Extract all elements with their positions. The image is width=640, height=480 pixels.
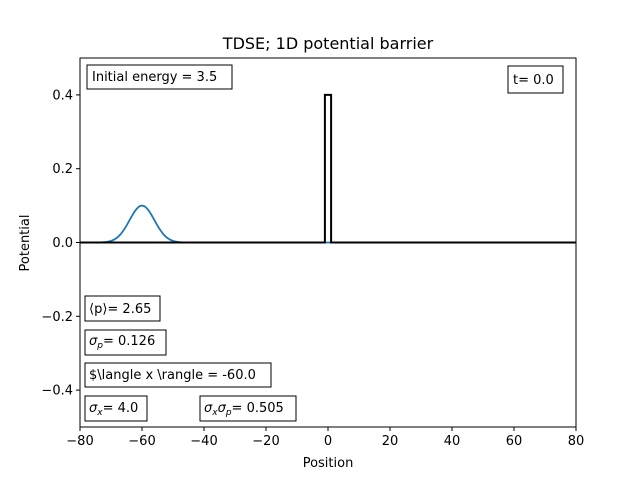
x-tick-label: −40 (190, 434, 217, 449)
sxsp-value: = 0.505 (232, 401, 284, 416)
p-mean-annotation: ⟨p⟩= 2.65 (84, 295, 161, 322)
sigma-x-sigma-p-annotation: σxσp= 0.505 (199, 395, 297, 422)
svg-text:σxσp= 0.505: σxσp= 0.505 (204, 401, 284, 418)
y-tick-label: 0.0 (52, 236, 73, 251)
x-tick-label: −80 (66, 434, 93, 449)
x-axis-label: Position (303, 456, 354, 471)
chart-title: TDSE; 1D potential barrier (222, 34, 434, 53)
x-axis: −80 −60 −40 −20 0 20 40 60 80 (66, 427, 584, 449)
x-mean-annotation: $\langle x \rangle = -60.0 (84, 362, 272, 388)
p-mean-label: ⟨p⟩ (89, 302, 107, 317)
sxsp-symbol-1: σ (204, 401, 213, 416)
svg-text:⟨p⟩= 2.65: ⟨p⟩= 2.65 (89, 302, 151, 317)
x-tick-label: 80 (568, 434, 585, 449)
potential-barrier-line (80, 93, 576, 244)
sigma-p-annotation: σp= 0.126 (84, 329, 167, 356)
sigma-p-symbol: σ (89, 334, 98, 349)
y-tick-label: 0.2 (52, 162, 73, 177)
svg-text:σx= 4.0: σx= 4.0 (89, 401, 138, 418)
x-tick-label: −60 (128, 434, 155, 449)
sigma-p-subscript: p (96, 341, 103, 351)
sigma-x-annotation: σx= 4.0 (84, 395, 148, 422)
x-tick-label: 0 (324, 434, 332, 449)
sigma-p-value: = 0.126 (103, 334, 155, 349)
x-mean-text: $\langle x \rangle = -60.0 (89, 368, 256, 383)
time-text: t= 0.0 (513, 73, 554, 88)
wavepacket-line (80, 204, 576, 244)
time-annotation: t= 0.0 (507, 65, 564, 94)
energy-annotation: Initial energy = 3.5 (86, 64, 233, 90)
x-tick-label: −20 (252, 434, 279, 449)
y-axis: −0.4 −0.2 0.0 0.2 0.4 (41, 88, 80, 399)
svg-text:σp= 0.126: σp= 0.126 (89, 334, 155, 351)
sxsp-subscript-2: p (225, 408, 232, 418)
sxsp-symbol-2: σ (218, 401, 227, 416)
x-tick-label: 60 (506, 434, 523, 449)
series-layer (80, 93, 576, 244)
sigma-x-symbol: σ (89, 401, 98, 416)
x-tick-label: 20 (382, 434, 399, 449)
sxsp-subscript-1: x (211, 408, 218, 418)
p-mean-value: = 2.65 (107, 302, 151, 317)
sigma-x-subscript: x (96, 408, 103, 418)
y-axis-label: Potential (18, 215, 33, 272)
y-tick-label: −0.4 (41, 384, 73, 399)
energy-text: Initial energy = 3.5 (92, 70, 217, 85)
sigma-x-value: = 4.0 (103, 401, 139, 416)
y-tick-label: 0.4 (52, 88, 73, 103)
x-tick-label: 40 (444, 434, 461, 449)
y-tick-label: −0.2 (41, 310, 73, 325)
